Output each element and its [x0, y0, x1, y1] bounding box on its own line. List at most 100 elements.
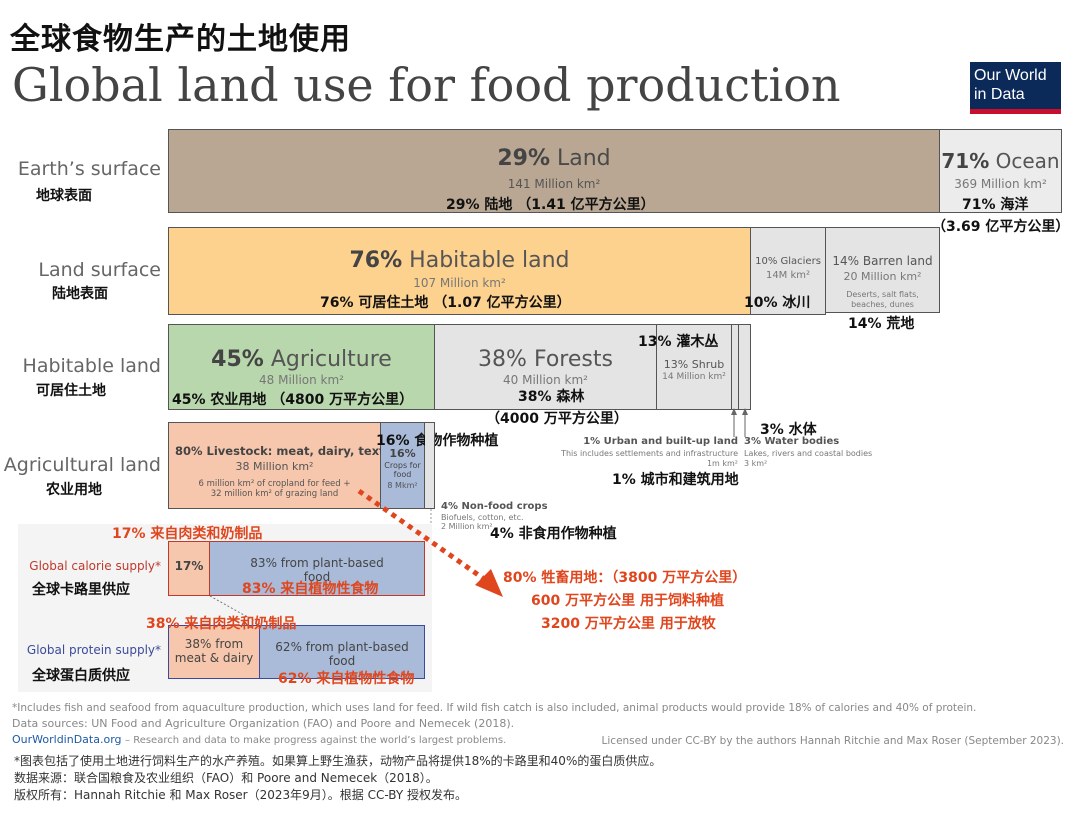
calorie-plant-label-2: food: [303, 570, 331, 584]
logo-line-1: Our World: [974, 67, 1047, 84]
nonfood-connector: [430, 509, 432, 537]
bar-ocean-label: 71% Ocean: [940, 149, 1061, 173]
bar-livestock-area: 38 Million km²: [235, 460, 314, 473]
annot-calorie-plant-zh: 83% 来自植物性食物: [242, 581, 379, 597]
nonfood-label: 4% Non-food crops: [441, 501, 548, 512]
bar-forests-label: 38% Forests: [435, 347, 656, 372]
footer-zh-2: 数据来源：联合国粮食及农业组织（FAO）和 Poore and Nemecek（…: [14, 771, 438, 785]
bar-ocean-area: 369 Million km²: [954, 177, 1047, 191]
bar-agriculture-pct: 45%: [211, 347, 264, 372]
bar-forests-pct: 38%: [478, 347, 527, 372]
bar-habitable-land: 76% Habitable land 107 Million km²: [168, 227, 751, 315]
protein-plant-label-2: food: [328, 654, 356, 668]
annot-protein-animal-zh: 38% 来自肉类和奶制品: [146, 616, 297, 632]
annot-forests-zh-2: （4000 万平方公里）: [486, 411, 628, 427]
annot-livestock-zh-1: 80% 牲畜用地：（3800 万平方公里）: [503, 570, 747, 586]
bar-forests: 38% Forests 40 Million km²: [435, 324, 657, 410]
calorie-protein-connector: [209, 596, 261, 625]
bar-ocean-name: Ocean: [995, 149, 1060, 173]
annot-protein-plant-zh: 62% 来自植物性食物: [278, 671, 415, 687]
protein-animal-label-2: meat & dairy: [174, 651, 254, 665]
calorie-animal-box: 17%: [168, 541, 210, 596]
owid-tagline: – Research and data to make progress aga…: [125, 735, 507, 746]
urban-label: 1% Urban and built-up land: [583, 436, 738, 447]
protein-label-zh: 全球蛋白质供应: [32, 668, 130, 684]
bar-land-label: 29% Land: [169, 146, 939, 171]
water-note: Lakes, rivers and coastal bodies: [744, 449, 873, 458]
annot-ocean-zh-2: （3.69 亿平方公里）: [932, 219, 1070, 235]
footer-note: *Includes fish and seafood from aquacult…: [12, 702, 977, 714]
annot-livestock-zh-2: 600 万平方公里 用于饲料种植: [531, 593, 724, 609]
bar-land-area: 141 Million km²: [507, 177, 601, 191]
water-arrow-head: [742, 408, 748, 415]
bar-habitable-name: Habitable land: [409, 248, 570, 273]
bar-crops-label: Crops for food: [384, 461, 421, 479]
row-label-earth-zh: 地球表面: [36, 188, 92, 204]
page-title-en: Global land use for food production: [12, 58, 841, 112]
bar-water: [739, 324, 751, 410]
bar-shrub-area: 14 Million km²: [662, 372, 726, 382]
water-label-text: 3% Water bodies: [744, 436, 840, 447]
row-label-agricultural-zh: 农业用地: [46, 482, 102, 498]
protein-plant-box: 62% from plant-based food: [260, 625, 425, 679]
row-label-agricultural: Agricultural land: [3, 454, 161, 476]
bar-barren-area: 20 Million km²: [843, 270, 922, 283]
calorie-label: Global calorie supply*: [29, 559, 161, 573]
annot-ocean-zh-1: 71% 海洋: [962, 197, 1029, 213]
logo-line-2: in Data: [974, 86, 1025, 103]
water-area: 3 km²: [744, 459, 768, 468]
nonfood-note-1: Biofuels, cotton, etc.: [441, 513, 524, 522]
bar-ocean: 71% Ocean 369 Million km²: [940, 129, 1062, 213]
bar-glaciers-area: 14M km²: [765, 270, 811, 281]
annot-land-zh: 29% 陆地 （1.41 亿平方公里）: [446, 197, 655, 213]
urban-area: 1m km²: [706, 459, 738, 468]
bar-land: 29% Land 141 Million km²: [168, 129, 940, 213]
bar-livestock-note-2: 32 million km² of grazing land: [210, 489, 339, 499]
row-label-habitable-zh: 可居住土地: [36, 383, 106, 399]
protein-label: Global protein supply*: [26, 643, 161, 657]
urban-water-arrows: [731, 408, 748, 437]
annot-crops-zh: 16% 食物作物种植: [376, 433, 499, 449]
nonfood-note-2: 2 Million km²: [441, 522, 493, 531]
bar-agriculture: 45% Agriculture 48 Million km²: [168, 324, 435, 410]
bar-forests-name: Forests: [533, 347, 613, 372]
bar-shrub: 13% Shrub 14 Million km²: [657, 324, 732, 410]
livestock-arrow: [357, 488, 503, 597]
calorie-label-zh: 全球卡路里供应: [32, 582, 130, 598]
bar-land-pct: 29%: [497, 146, 550, 171]
urban-note: This includes settlements and infrastruc…: [561, 449, 738, 458]
bar-nonfood: [425, 422, 435, 509]
bar-habitable-label: 76% Habitable land: [169, 248, 750, 273]
bar-livestock-label: 80% Livestock: meat, dairy, textiles: [175, 444, 408, 458]
bar-barren-note: Deserts, salt flats, beaches, dunes: [846, 290, 919, 309]
bar-glaciers-label: 10% Glaciers: [755, 256, 821, 267]
annot-habitable-zh: 76% 可居住土地 （1.07 亿平方公里）: [320, 295, 571, 311]
footer-owid: OurWorldinData.org – Research and data t…: [12, 733, 506, 746]
bar-livestock-note-1: 6 million km² of cropland for feed +: [198, 479, 351, 489]
row-label-land-zh: 陆地表面: [52, 286, 108, 302]
urban-arrow-head: [731, 408, 737, 415]
owid-logo[interactable]: Our World in Data: [970, 62, 1061, 114]
annot-forests-zh-1: 38% 森林: [518, 389, 585, 405]
footer-zh-3: 版权所有：Hannah Ritchie 和 Max Roser（2023年9月）…: [14, 788, 467, 802]
bar-shrub-label: 13% Shrub: [663, 358, 725, 371]
bar-agriculture-area: 48 Million km²: [259, 373, 344, 387]
connector-line: [209, 596, 261, 625]
bar-agriculture-name: Agriculture: [270, 347, 392, 372]
livestock-arrow-head: [475, 569, 503, 597]
annot-barren-zh: 14% 荒地: [848, 316, 915, 332]
bar-livestock: 80% Livestock: meat, dairy, textiles 38 …: [168, 422, 407, 509]
owid-link[interactable]: OurWorldinData.org: [12, 733, 122, 746]
annot-urban-zh: 1% 城市和建筑用地: [612, 472, 739, 488]
row-label-habitable: Habitable land: [22, 355, 161, 377]
bar-crops-pct: 16%: [389, 447, 416, 460]
footer-license: Licensed under CC-BY by the authors Hann…: [601, 735, 1064, 747]
water-label: 3% Water bodies: [744, 436, 839, 447]
bar-forests-area: 40 Million km²: [503, 373, 588, 387]
bar-land-name: Land: [557, 146, 611, 171]
page-title-zh: 全球食物生产的土地使用: [10, 22, 351, 57]
bar-habitable-pct: 76%: [349, 248, 403, 273]
bar-crops: 16% Crops for food 8 Mkm²: [381, 422, 425, 509]
bar-barren: 14% Barren land 20 Million km² Deserts, …: [826, 227, 940, 313]
row-label-earth: Earth’s surface: [17, 158, 161, 180]
